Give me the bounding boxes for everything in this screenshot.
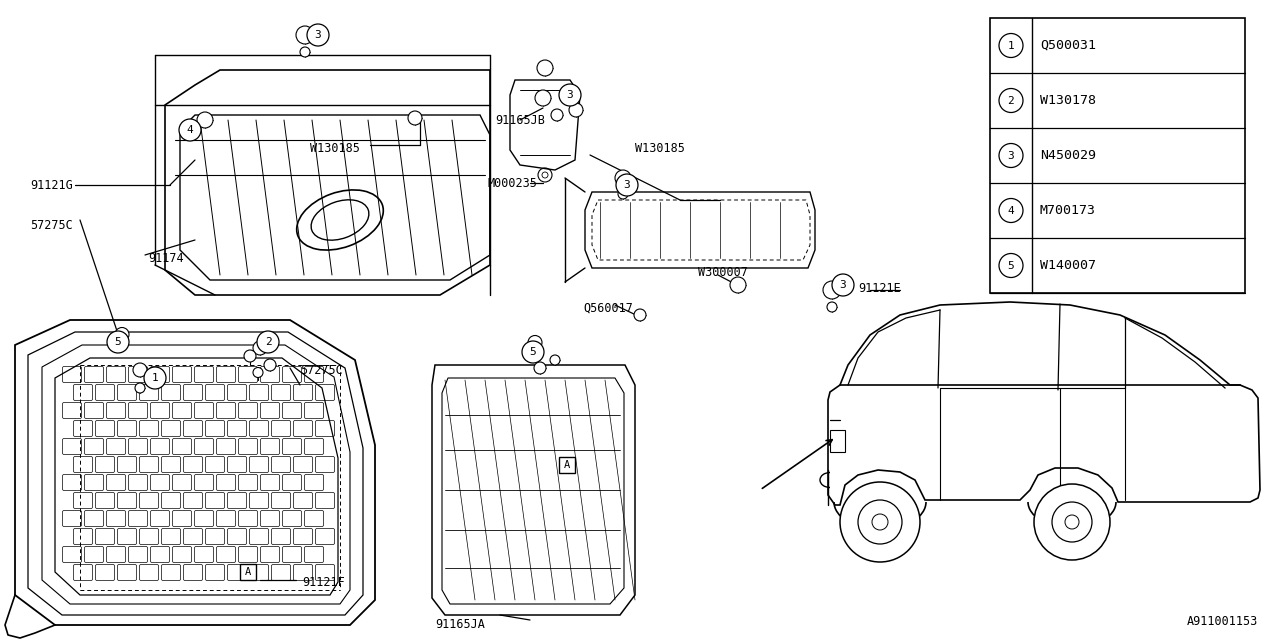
Text: 3: 3: [315, 30, 321, 40]
Text: 5: 5: [115, 337, 122, 347]
Circle shape: [559, 84, 581, 106]
Circle shape: [618, 189, 628, 199]
Text: M700173: M700173: [1039, 204, 1096, 217]
Circle shape: [840, 482, 920, 562]
Circle shape: [858, 500, 902, 544]
Text: W130185: W130185: [635, 141, 685, 154]
Text: A: A: [244, 567, 251, 577]
Circle shape: [197, 112, 212, 128]
Circle shape: [1034, 484, 1110, 560]
Circle shape: [550, 355, 561, 365]
FancyBboxPatch shape: [241, 564, 256, 580]
Circle shape: [244, 350, 256, 362]
Circle shape: [538, 60, 553, 76]
Circle shape: [634, 309, 646, 321]
Text: 3: 3: [567, 90, 573, 100]
Circle shape: [179, 119, 201, 141]
FancyBboxPatch shape: [559, 457, 575, 473]
Circle shape: [1052, 502, 1092, 542]
Polygon shape: [828, 385, 1260, 505]
Text: 5: 5: [1007, 260, 1014, 271]
Text: 91121G: 91121G: [29, 179, 73, 191]
Circle shape: [998, 33, 1023, 58]
Text: W130178: W130178: [1039, 94, 1096, 107]
Text: 2: 2: [265, 337, 271, 347]
Text: 1: 1: [151, 373, 159, 383]
Text: 57275C: 57275C: [300, 364, 343, 376]
Circle shape: [300, 47, 310, 57]
Text: 2: 2: [1007, 95, 1014, 106]
Circle shape: [115, 328, 129, 342]
FancyBboxPatch shape: [829, 430, 845, 452]
Text: 91165JA: 91165JA: [435, 618, 485, 632]
Circle shape: [264, 359, 276, 371]
Text: 3: 3: [623, 180, 630, 190]
Circle shape: [253, 367, 262, 378]
Circle shape: [827, 302, 837, 312]
Text: 91174: 91174: [148, 252, 183, 264]
Circle shape: [535, 90, 550, 106]
Text: 91121E: 91121E: [858, 282, 901, 294]
Circle shape: [998, 88, 1023, 113]
Circle shape: [108, 331, 129, 353]
Text: 4: 4: [1007, 205, 1014, 216]
Text: W130185: W130185: [310, 141, 360, 154]
Circle shape: [257, 331, 279, 353]
Text: 91121F: 91121F: [302, 575, 344, 589]
Text: A911001153: A911001153: [1187, 615, 1258, 628]
Text: A: A: [564, 460, 570, 470]
Text: Q560017: Q560017: [582, 301, 632, 314]
Circle shape: [253, 341, 268, 355]
Circle shape: [534, 362, 547, 374]
Circle shape: [133, 363, 147, 377]
Text: 3: 3: [840, 280, 846, 290]
Circle shape: [998, 198, 1023, 223]
Circle shape: [616, 174, 637, 196]
Text: 3: 3: [1007, 150, 1014, 161]
Circle shape: [408, 111, 422, 125]
Circle shape: [998, 253, 1023, 278]
Circle shape: [832, 274, 854, 296]
Circle shape: [1065, 515, 1079, 529]
Circle shape: [614, 170, 631, 186]
Text: M000235: M000235: [488, 177, 538, 189]
Text: W140007: W140007: [1039, 259, 1096, 272]
Circle shape: [570, 103, 582, 117]
FancyBboxPatch shape: [989, 18, 1245, 293]
Circle shape: [872, 514, 888, 530]
Circle shape: [823, 281, 841, 299]
Circle shape: [529, 335, 541, 349]
Text: 5: 5: [530, 347, 536, 357]
Text: 91165JB: 91165JB: [495, 113, 545, 127]
Circle shape: [296, 26, 314, 44]
Text: W300007: W300007: [698, 266, 748, 278]
Circle shape: [307, 24, 329, 46]
Text: 4: 4: [187, 125, 193, 135]
Circle shape: [522, 341, 544, 363]
Text: 1: 1: [1007, 40, 1014, 51]
Text: 57275C: 57275C: [29, 218, 73, 232]
Circle shape: [998, 143, 1023, 168]
Circle shape: [550, 109, 563, 121]
Text: N450029: N450029: [1039, 149, 1096, 162]
Text: Q500031: Q500031: [1039, 39, 1096, 52]
Circle shape: [143, 367, 166, 389]
Circle shape: [730, 277, 746, 293]
Circle shape: [134, 383, 145, 393]
